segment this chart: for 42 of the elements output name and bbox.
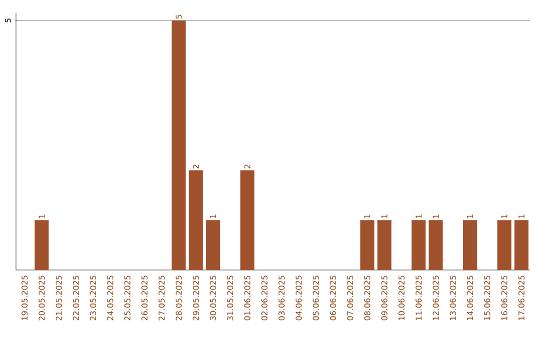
x-tick-label: 30.05.2025 xyxy=(210,276,216,320)
data-label: 1 xyxy=(518,214,524,218)
data-label: 2 xyxy=(244,164,250,168)
x-tick-label: 24.05.2025 xyxy=(107,276,114,320)
x-tick-label: 16.06.2025 xyxy=(501,276,508,320)
data-label: 1 xyxy=(432,214,439,218)
x-tick-label: 20.05.2025 xyxy=(38,276,45,320)
x-tick-label: 07.06.2025 xyxy=(347,276,354,320)
x-tick-label: 05.06.2025 xyxy=(312,276,319,320)
x-tick-label: 08.06.2025 xyxy=(364,276,370,320)
x-tick-label: 19.05.2025 xyxy=(22,276,28,320)
x-tick-label: 10.06.2025 xyxy=(398,276,405,320)
x-tick-label: 06.06.2025 xyxy=(330,276,336,320)
x-tick-label: 03.06.2025 xyxy=(278,276,285,320)
data-label: 1 xyxy=(467,214,473,218)
data-label: 5 xyxy=(176,14,182,19)
x-tick-label: 15.06.2025 xyxy=(484,276,490,320)
x-tick-label: 28.05.2025 xyxy=(176,276,182,320)
x-tick-label: 23.05.2025 xyxy=(90,276,96,320)
x-tick-label: 31.05.2025 xyxy=(227,276,234,320)
x-tick-label: 01.06.2025 xyxy=(244,276,250,320)
x-tick-label: 14.06.2025 xyxy=(467,276,474,320)
x-tick-label: 13.06.2025 xyxy=(450,276,456,320)
data-label: 1 xyxy=(364,214,370,218)
x-tick-label: 27.05.2025 xyxy=(158,276,165,320)
x-tick-label: 26.05.2025 xyxy=(141,276,148,320)
x-tick-label: 04.06.2025 xyxy=(296,276,302,320)
x-tick-label: 09.06.2025 xyxy=(381,276,388,320)
x-tick-label: 22.05.2025 xyxy=(72,276,79,320)
x-tick-label: 17.06.2025 xyxy=(518,276,524,320)
x-tick-label: 12.06.2025 xyxy=(432,276,439,320)
data-label: 2 xyxy=(192,164,199,168)
x-tick-label: 11.06.2025 xyxy=(416,276,422,320)
data-label: 1 xyxy=(38,214,45,218)
data-label: 1 xyxy=(416,214,422,218)
x-tick-label: 21.05.2025 xyxy=(56,276,62,320)
data-label: 1 xyxy=(501,214,508,218)
x-tick-label: 25.05.2025 xyxy=(124,276,130,320)
data-label: 1 xyxy=(381,214,388,218)
x-tick-label: 29.05.2025 xyxy=(192,276,199,320)
x-tick-label: 02.06.2025 xyxy=(261,276,268,320)
data-label: 1 xyxy=(210,214,216,218)
